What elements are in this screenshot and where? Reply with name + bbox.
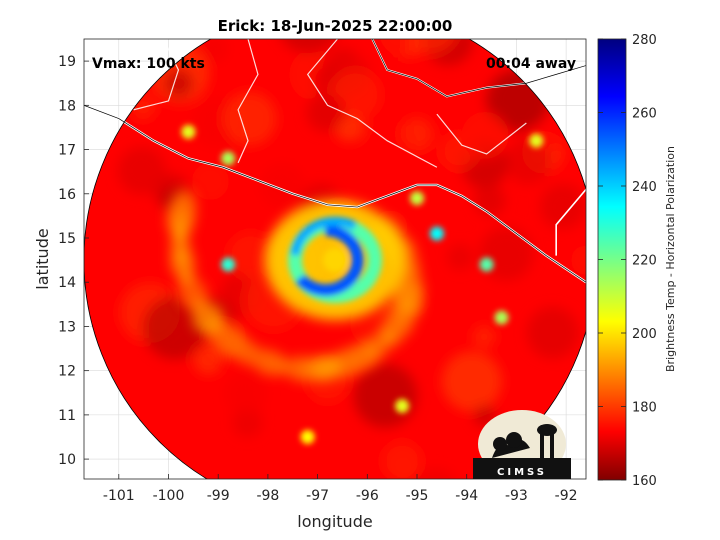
guatemala-border	[555, 188, 586, 256]
rain-bands	[167, 189, 425, 382]
colorbar-tick-label: 160	[632, 474, 657, 489]
band-blob	[171, 189, 197, 214]
y-tick-label: 11	[58, 408, 76, 424]
convective-cell	[221, 257, 236, 272]
coastlines	[84, 39, 586, 284]
y-axis-label: latitude	[33, 228, 52, 289]
time-away-label: 00:04 away	[486, 56, 576, 72]
y-tick-label: 10	[58, 452, 76, 468]
map-plot-area: -101 -100 -99 -98 -97 -96 -95 -94 -93 -92 1011121…	[58, 38, 587, 504]
y-tick-label: 14	[58, 275, 76, 291]
texture-blob	[505, 138, 551, 185]
state-border	[237, 39, 259, 164]
convective-cell	[300, 429, 315, 444]
eyewall	[288, 216, 382, 304]
texture-blob	[349, 39, 408, 69]
texture-blob	[117, 146, 166, 195]
x-tick-label: -100	[153, 488, 185, 504]
figure-title: Erick: 18-Jun-2025 22:00:00	[218, 17, 453, 35]
texture-blob	[227, 231, 274, 279]
y-tick-label: 16	[58, 187, 76, 203]
texture-blob	[191, 162, 229, 201]
colorbar-label: Brightness Temp - Horizontal Polarizatio…	[664, 146, 677, 372]
texture-blob	[224, 372, 267, 415]
texture-blob	[164, 68, 194, 98]
texture-blob	[446, 244, 474, 271]
x-tick-label: -92	[555, 488, 578, 504]
x-axis-label: longitude	[297, 512, 372, 531]
swath-outline	[84, 39, 586, 479]
x-tick-label: -95	[406, 488, 429, 504]
texture-blob	[382, 441, 423, 479]
x-tick-label: -99	[207, 488, 230, 504]
eyewall-inner	[295, 224, 364, 297]
x-tick-label: -97	[306, 488, 329, 504]
state-border	[133, 39, 180, 111]
colorbar: 160 180 200 220 240 260 280 Brightness Temp - …	[597, 33, 677, 489]
convective-cell	[395, 399, 410, 414]
convective-cell	[494, 310, 509, 325]
texture-blob	[540, 183, 586, 230]
vmax-label: Vmax: 100 kts	[92, 56, 205, 72]
y-tick-label: 12	[58, 364, 76, 380]
colorbar-tick-label: 180	[632, 401, 657, 416]
texture-blob	[526, 306, 579, 359]
colorbar-ticks: 160 180 200 220 240 260 280	[598, 33, 657, 489]
x-tick-label: -101	[103, 488, 135, 504]
logo-text: CIMSS	[497, 467, 547, 478]
eyewall-north	[290, 216, 358, 256]
state-border	[436, 113, 527, 155]
x-tick-label: -96	[356, 488, 379, 504]
texture-blob	[461, 111, 509, 159]
convective-cells	[181, 124, 544, 444]
texture-blob	[441, 351, 502, 412]
x-tick-label: -94	[455, 488, 478, 504]
gulf-coastline-edge	[371, 39, 586, 97]
texture-blob	[353, 363, 418, 428]
texture-blob	[260, 163, 305, 208]
plot-frame	[83, 38, 587, 480]
microwave-swath	[84, 39, 586, 479]
pacific-coastline-edge	[84, 105, 586, 283]
texture-blob	[479, 226, 534, 281]
convective-cell	[410, 191, 425, 206]
colorbar-tick-label: 240	[632, 180, 657, 195]
state-border	[306, 39, 438, 168]
y-tick-label: 17	[58, 143, 76, 159]
colorbar-tick-label: 220	[632, 254, 657, 269]
convective-cell	[221, 151, 236, 166]
x-tick-label: -98	[256, 488, 279, 504]
texture-blob	[472, 325, 496, 349]
x-axis-ticks: -101 -100 -99 -98 -97 -96 -95 -94 -93 -92	[103, 474, 578, 504]
y-tick-label: 13	[58, 319, 76, 335]
colorbar-tick-label: 260	[632, 107, 657, 122]
texture-blob	[306, 93, 346, 132]
convective-cell	[181, 124, 196, 139]
texture-blob	[222, 91, 277, 146]
y-tick-label: 19	[58, 54, 76, 70]
texture-blob	[143, 296, 207, 360]
colorbar-tick-label: 200	[632, 327, 657, 342]
colorbar-tick-label: 280	[632, 33, 657, 48]
texture-blob	[200, 39, 228, 63]
convective-cell	[529, 133, 544, 148]
y-tick-label: 18	[58, 98, 76, 114]
storm-eye	[323, 248, 347, 273]
texture-blob	[474, 184, 506, 216]
y-tick-label: 15	[58, 231, 76, 247]
convective-cell	[479, 257, 494, 272]
texture-blob	[193, 344, 224, 375]
cimss-logo: CIMSS	[473, 410, 571, 479]
texture-blob	[232, 407, 263, 438]
convective-cell	[429, 226, 444, 241]
x-tick-label: -93	[505, 488, 528, 504]
y-axis-ticks: 10 11 12 13 14 15 16 17 18 19	[58, 54, 89, 468]
texture-blob	[400, 117, 434, 151]
